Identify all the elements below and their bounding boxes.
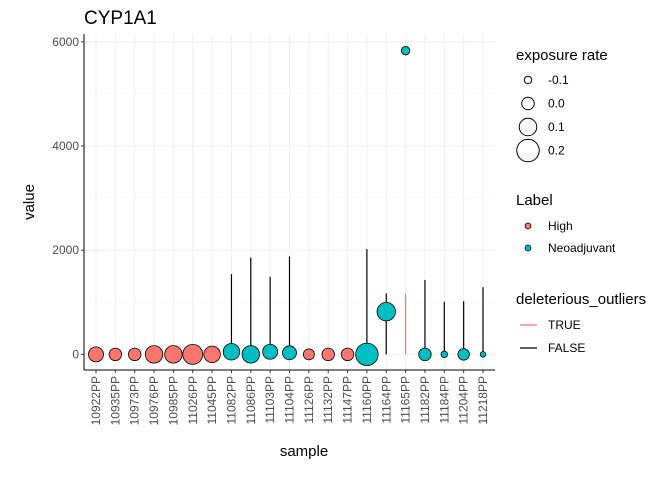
legend-size-key — [518, 117, 538, 137]
point-10973PP — [128, 347, 142, 362]
chart-title: CYP1A1 — [84, 8, 157, 29]
x-axis-title: sample — [280, 443, 328, 460]
x-tick-label: 11103PP — [263, 376, 277, 424]
x-tick-label: 11126PP — [302, 376, 316, 424]
x-ticks: 10922PP 10935PP 10973PP 10976PP 10985PP 11026… — [89, 370, 490, 425]
x-tick-label: 11045PP — [205, 376, 219, 425]
y-tick-label: 0 — [72, 347, 79, 361]
x-tick-label: 11218PP — [476, 376, 490, 425]
x-tick-label: 11147PP — [341, 376, 355, 424]
point-11164PP — [376, 302, 396, 322]
legend-deleterious-outliers: deleterious_outliers TRUE FALSE — [516, 291, 646, 355]
x-tick-label: 11160PP — [360, 376, 374, 424]
legend-line-title: deleterious_outliers — [516, 291, 646, 308]
point-10922PP — [88, 346, 104, 363]
segments-layer — [230, 249, 484, 355]
x-tick-label: 10985PP — [166, 376, 180, 425]
point-11218PP — [479, 351, 487, 358]
point-10976PP — [144, 345, 164, 364]
x-tick-label: 11165PP — [399, 376, 413, 424]
y-tick-label: 6000 — [52, 35, 79, 49]
legend-exposure-rate: exposure rate -0.1 0.0 0.1 0.2 — [516, 47, 608, 163]
point-11026PP — [182, 343, 204, 365]
legend-fill-title: Label — [516, 192, 553, 209]
point-11104PP — [282, 345, 297, 361]
point-10985PP — [164, 345, 183, 364]
legend-size-label: -0.1 — [548, 73, 569, 87]
point-11184PP — [440, 350, 448, 359]
legend-fill-label: High — [548, 219, 573, 233]
x-tick-label: 10976PP — [147, 376, 161, 425]
legend-label: Label High Neoadjuvant — [516, 192, 616, 255]
point-11204PP — [457, 348, 470, 361]
y-axis-title: value — [21, 184, 38, 220]
x-tick-label: 10935PP — [108, 376, 122, 425]
point-11086PP — [241, 345, 260, 364]
legend-size-key — [516, 138, 540, 163]
point-11165PP — [400, 46, 411, 56]
x-tick-label: 11204PP — [457, 376, 471, 425]
legend-size-key — [521, 96, 535, 111]
legend-size-label: 0.1 — [548, 120, 565, 134]
point-11126PP — [302, 348, 315, 361]
legend-size-title: exposure rate — [516, 47, 608, 64]
point-11103PP — [262, 343, 279, 360]
legend-line-label: FALSE — [548, 341, 585, 355]
legend-size-label: 0.2 — [548, 144, 565, 158]
legend-line-label: TRUE — [548, 318, 581, 332]
legend-fill-key — [524, 222, 532, 230]
legend-fill-key — [524, 244, 532, 252]
legend-fill-label: Neoadjuvant — [548, 241, 616, 255]
y-ticks: 0 2000 4000 6000 — [52, 35, 84, 361]
points-layer — [88, 46, 487, 367]
y-tick-label: 2000 — [52, 243, 79, 257]
point-11160PP — [355, 342, 379, 367]
point-11147PP — [340, 347, 355, 362]
x-tick-label: 10973PP — [128, 376, 142, 425]
point-11045PP — [203, 345, 221, 364]
legend-size-label: 0.0 — [548, 97, 565, 111]
x-tick-label: 11104PP — [283, 376, 297, 424]
x-tick-label: 10922PP — [89, 376, 103, 425]
point-11082PP — [222, 343, 241, 361]
legend-size-key — [523, 75, 533, 85]
x-tick-label: 11086PP — [244, 376, 258, 425]
x-tick-label: 11132PP — [321, 376, 335, 424]
y-tick-label: 4000 — [52, 139, 79, 153]
point-10935PP — [108, 347, 122, 362]
x-tick-label: 11182PP — [418, 376, 432, 424]
x-tick-label: 11164PP — [379, 376, 393, 424]
point-11182PP — [418, 347, 432, 362]
point-11132PP — [321, 347, 335, 362]
x-tick-label: 11082PP — [224, 376, 238, 425]
x-tick-label: 11026PP — [186, 376, 200, 425]
x-tick-label: 11184PP — [437, 376, 451, 424]
